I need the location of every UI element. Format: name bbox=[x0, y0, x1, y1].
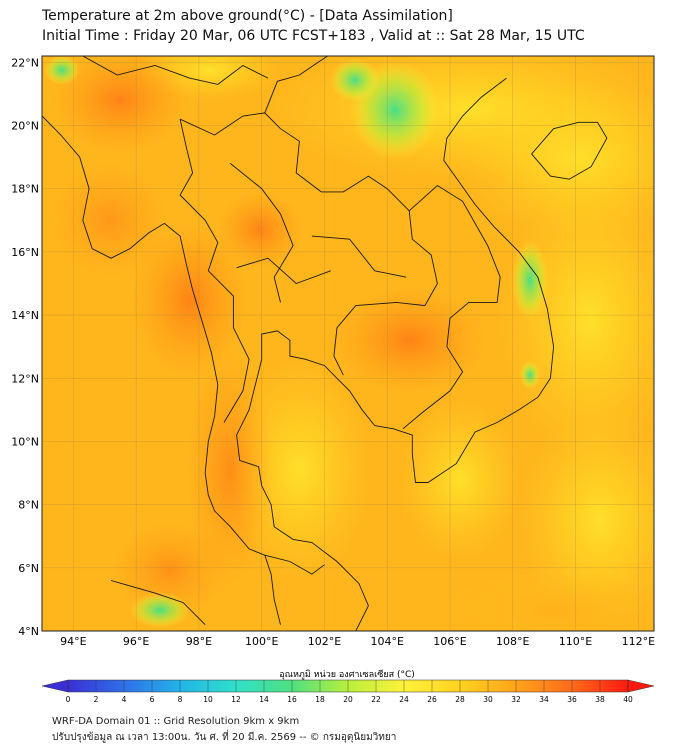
myanmar-north-border bbox=[82, 56, 269, 85]
colorbar-tick-label: 4 bbox=[122, 695, 127, 704]
colorbar-tick-label: 28 bbox=[455, 695, 465, 704]
coastlines bbox=[42, 56, 608, 631]
thai-myanmar-border bbox=[179, 119, 250, 423]
colorbar-tick-label: 30 bbox=[483, 695, 493, 704]
lon-label: 110°E bbox=[559, 635, 592, 648]
colorbar-tick-label: 36 bbox=[567, 695, 577, 704]
lon-label: 106°E bbox=[433, 635, 466, 648]
lat-label: 22°N bbox=[11, 56, 39, 69]
lat-label: 16°N bbox=[11, 246, 39, 259]
lon-label: 100°E bbox=[245, 635, 278, 648]
colorbar-tick-label: 26 bbox=[427, 695, 437, 704]
chart-title: Temperature at 2m above ground(°C) - [Da… bbox=[42, 6, 585, 46]
colorbar-min-arrow bbox=[41, 679, 69, 693]
lat-label: 12°N bbox=[11, 372, 39, 385]
lon-label: 94°E bbox=[60, 635, 86, 648]
province-line-3 bbox=[236, 257, 331, 285]
footer-line-1: WRF-DA Domain 01 :: Grid Resolution 9km … bbox=[52, 716, 300, 727]
sumatra-coast bbox=[110, 580, 206, 626]
colorbar-tick-label: 32 bbox=[511, 695, 521, 704]
longitude-labels: 94°E 96°E 98°E 100°E 102°E 104°E 106°E 108°E 110… bbox=[60, 635, 655, 648]
colorbar-tick-label: 12 bbox=[231, 695, 241, 704]
lon-label: 108°E bbox=[496, 635, 529, 648]
gulf-coast bbox=[236, 77, 555, 631]
title-line-1: Temperature at 2m above ground(°C) - [Da… bbox=[42, 8, 453, 24]
graticule bbox=[42, 56, 654, 631]
province-line-1 bbox=[230, 163, 294, 303]
title-line-2: Initial Time : Friday 20 Mar, 06 UTC FCS… bbox=[42, 28, 585, 44]
lon-label: 96°E bbox=[123, 635, 149, 648]
laos-north-border bbox=[264, 56, 329, 114]
colorbar-tick-label: 6 bbox=[150, 695, 155, 704]
province-line-2 bbox=[311, 235, 407, 278]
thai-malaysia-border bbox=[264, 554, 325, 575]
thai-east-border bbox=[179, 112, 438, 376]
colorbar-tick-label: 24 bbox=[399, 695, 409, 704]
hainan-coast bbox=[531, 121, 608, 180]
lon-label: 102°E bbox=[308, 635, 341, 648]
lon-label: 112°E bbox=[622, 635, 655, 648]
map-frame bbox=[41, 55, 655, 632]
colorbar-ticks: 0 2 4 6 8 10 12 14 16 18 20 22 24 26 28 30 32 34 36 38 40 bbox=[66, 680, 633, 704]
lat-label: 10°N bbox=[11, 435, 39, 448]
colorbar-tick-label: 34 bbox=[539, 695, 549, 704]
lat-label: 14°N bbox=[11, 309, 39, 322]
colorbar-tick-label: 22 bbox=[371, 695, 381, 704]
footer-line-2: ปรับปรุงข้อมูล ณ เวลา 13:00น. วัน ศ. ที่… bbox=[52, 732, 397, 743]
colorbar-tick-label: 16 bbox=[287, 695, 297, 704]
lon-label: 104°E bbox=[371, 635, 404, 648]
lat-label: 8°N bbox=[18, 499, 39, 512]
colorbar-tick-label: 14 bbox=[259, 695, 269, 704]
temperature-field bbox=[42, 56, 654, 631]
latitude-labels: 22°N 20°N 18°N 16°N 14°N 12°N 10°N 8°N 6°N 4°N bbox=[11, 56, 39, 638]
colorbar-tick-label: 10 bbox=[203, 695, 213, 704]
colorbar-label: อุณหภูมิ หน่วย องศาเซลเซียส (°C) bbox=[279, 669, 415, 680]
andaman-coast bbox=[42, 115, 281, 625]
colorbar-tick-label: 40 bbox=[623, 695, 633, 704]
lat-label: 4°N bbox=[18, 625, 39, 638]
colorbar-tick-label: 0 bbox=[66, 695, 71, 704]
lon-label: 98°E bbox=[186, 635, 212, 648]
colorbar-max-arrow bbox=[627, 679, 655, 693]
colorbar-tick-label: 18 bbox=[315, 695, 325, 704]
lat-label: 6°N bbox=[18, 562, 39, 575]
colorbar-tick-label: 2 bbox=[94, 695, 99, 704]
colorbar-tick-label: 20 bbox=[343, 695, 353, 704]
colorbar-tick-label: 8 bbox=[178, 695, 183, 704]
lat-label: 18°N bbox=[11, 183, 39, 196]
lat-label: 20°N bbox=[11, 120, 39, 133]
laos-cambodia-vietnam-border bbox=[402, 184, 501, 430]
colorbar-tick-label: 38 bbox=[595, 695, 605, 704]
